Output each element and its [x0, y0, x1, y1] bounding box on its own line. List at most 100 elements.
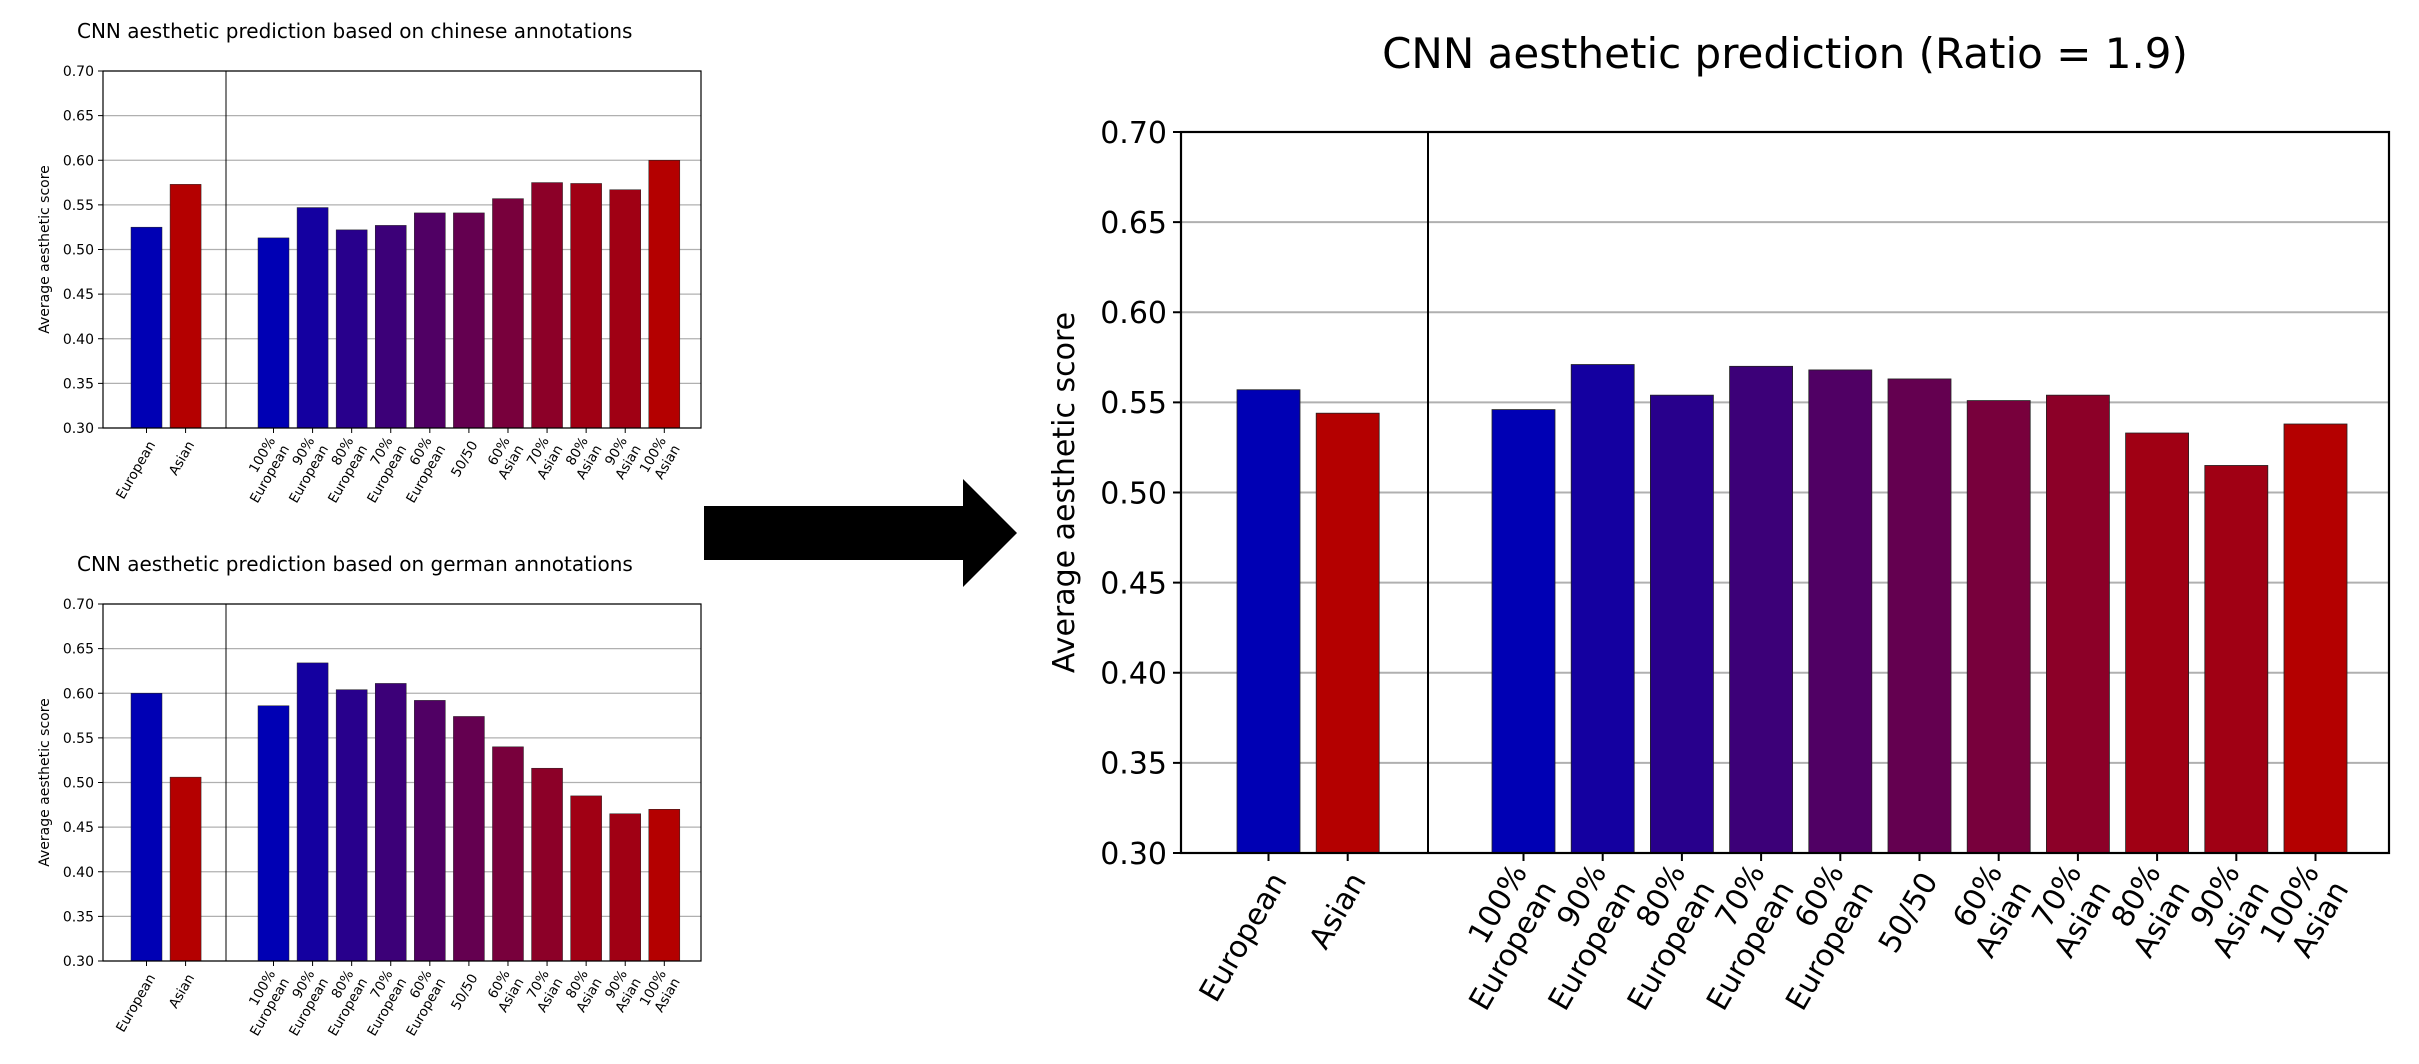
y-tick-label: 0.70	[63, 597, 94, 613]
y-tick-label: 0.55	[1100, 386, 1167, 421]
y-tick-label: 0.35	[63, 376, 94, 392]
x-tick-label: 90%Asian	[599, 967, 645, 1015]
bar	[374, 225, 407, 429]
y-tick-label: 0.45	[1100, 566, 1167, 601]
chart-german-annotations: 0.30 0.35 0.40 0.45 0.50 0.55 0.60 0.65 0.70 Euro…	[37, 552, 702, 1039]
y-tick-label: 0.50	[63, 776, 94, 792]
x-tick-label: 80%Asian	[559, 434, 605, 482]
chart-chinese-annotations: 0.30 0.35 0.40 0.45 0.50 0.55 0.60 0.65 0.70 Euro…	[37, 19, 702, 506]
bar	[169, 184, 202, 429]
bar	[130, 693, 163, 962]
x-tick-label: 80%Asian	[2097, 858, 2198, 963]
bar	[531, 767, 563, 962]
bar	[1236, 389, 1301, 854]
bar	[257, 237, 290, 429]
bar	[1729, 365, 1793, 854]
bar	[570, 183, 602, 429]
chart-title: CNN aesthetic prediction (Ratio = 1.9)	[1382, 29, 2188, 78]
y-tick-label: 0.55	[63, 731, 94, 747]
bar	[1650, 394, 1714, 854]
bar	[1491, 409, 1556, 854]
bar	[648, 809, 681, 962]
x-tick-label: 100%Asian	[2254, 858, 2357, 967]
y-tick-label: 0.35	[63, 909, 94, 925]
x-tick-label: 50/50	[448, 438, 481, 480]
bar	[1570, 364, 1635, 854]
x-tick-label: 100%European	[233, 967, 293, 1039]
x-tick-label: 100%European	[233, 434, 293, 506]
y-tick-label: 0.30	[1100, 837, 1167, 872]
y-tick-label: 0.50	[63, 243, 94, 259]
bar	[169, 776, 202, 962]
y-tick-label: 0.70	[63, 64, 94, 80]
x-tick-label: 70%Asian	[520, 434, 566, 482]
x-tick-label: European	[113, 438, 159, 502]
bar	[414, 700, 446, 962]
bar	[257, 705, 290, 962]
y-axis-label: Average aesthetic score	[37, 165, 53, 334]
right-arrow-icon	[704, 479, 1017, 587]
y-tick-label: 0.60	[63, 686, 94, 702]
x-tick-label: 80%Asian	[559, 967, 605, 1015]
x-tick-label: Asian	[1302, 867, 1373, 955]
bar	[335, 689, 368, 962]
y-axis-label: Average aesthetic score	[1047, 312, 1082, 673]
x-tick-label: 90%Asian	[2176, 858, 2277, 963]
y-tick-label: 0.45	[63, 287, 94, 303]
y-tick-label: 0.65	[63, 642, 94, 658]
x-tick-label: European	[113, 971, 159, 1035]
y-tick-label: 0.30	[63, 421, 94, 437]
y-tick-label: 0.65	[63, 109, 94, 125]
x-tick-label: 100%Asian	[637, 967, 684, 1017]
bar	[609, 189, 641, 429]
bar	[2204, 465, 2269, 854]
axes-frame	[102, 603, 702, 962]
bar	[1808, 369, 1873, 854]
y-tick-label: 0.60	[63, 153, 94, 169]
bar	[492, 198, 524, 429]
bar	[296, 207, 329, 429]
bar	[531, 182, 563, 429]
bar	[374, 683, 407, 962]
x-tick-label: Asian	[166, 971, 198, 1011]
x-tick-label: European	[1193, 867, 1295, 1008]
chart-ratio-1-9: 0.30 0.35 0.40 0.45 0.50 0.55 0.60 0.65 0.70 Euro…	[1047, 29, 2391, 1017]
bar	[2125, 432, 2190, 854]
bar	[2283, 423, 2348, 854]
chart-title: CNN aesthetic prediction based on german…	[77, 552, 633, 576]
bar	[1887, 378, 1952, 854]
axes-frame	[102, 70, 702, 429]
axes-frame	[1179, 130, 2391, 855]
x-tick-label: 100%Asian	[637, 434, 684, 484]
y-tick-label: 0.50	[1100, 476, 1167, 511]
bar	[453, 716, 485, 962]
x-tick-label: 70%Asian	[520, 967, 566, 1015]
y-tick-label: 0.30	[63, 954, 94, 970]
bar	[1315, 412, 1380, 854]
bar	[2046, 394, 2110, 854]
x-tick-label: 50/50	[1872, 867, 1946, 959]
y-tick-label: 0.70	[1100, 116, 1167, 151]
x-tick-label: 50/50	[448, 971, 481, 1013]
y-tick-label: 0.40	[63, 332, 94, 348]
bar	[296, 662, 329, 962]
bar	[414, 212, 446, 429]
y-tick-label: 0.35	[1100, 747, 1167, 782]
bar	[570, 795, 602, 962]
x-tick-label: 90%Asian	[599, 434, 645, 482]
x-tick-label: 70%Asian	[2018, 858, 2119, 963]
bar	[609, 813, 641, 962]
x-tick-label: Asian	[166, 438, 198, 478]
y-tick-label: 0.40	[63, 865, 94, 881]
bar	[335, 229, 368, 429]
bar	[130, 226, 163, 429]
bar	[453, 212, 485, 429]
y-tick-label: 0.60	[1100, 296, 1167, 331]
x-tick-label: 60%Asian	[1939, 858, 2040, 963]
bar	[492, 746, 524, 962]
y-axis-label: Average aesthetic score	[37, 698, 53, 867]
y-tick-label: 0.65	[1100, 206, 1167, 241]
x-tick-label: 60%Asian	[481, 434, 527, 482]
chart-title: CNN aesthetic prediction based on chines…	[77, 19, 632, 43]
